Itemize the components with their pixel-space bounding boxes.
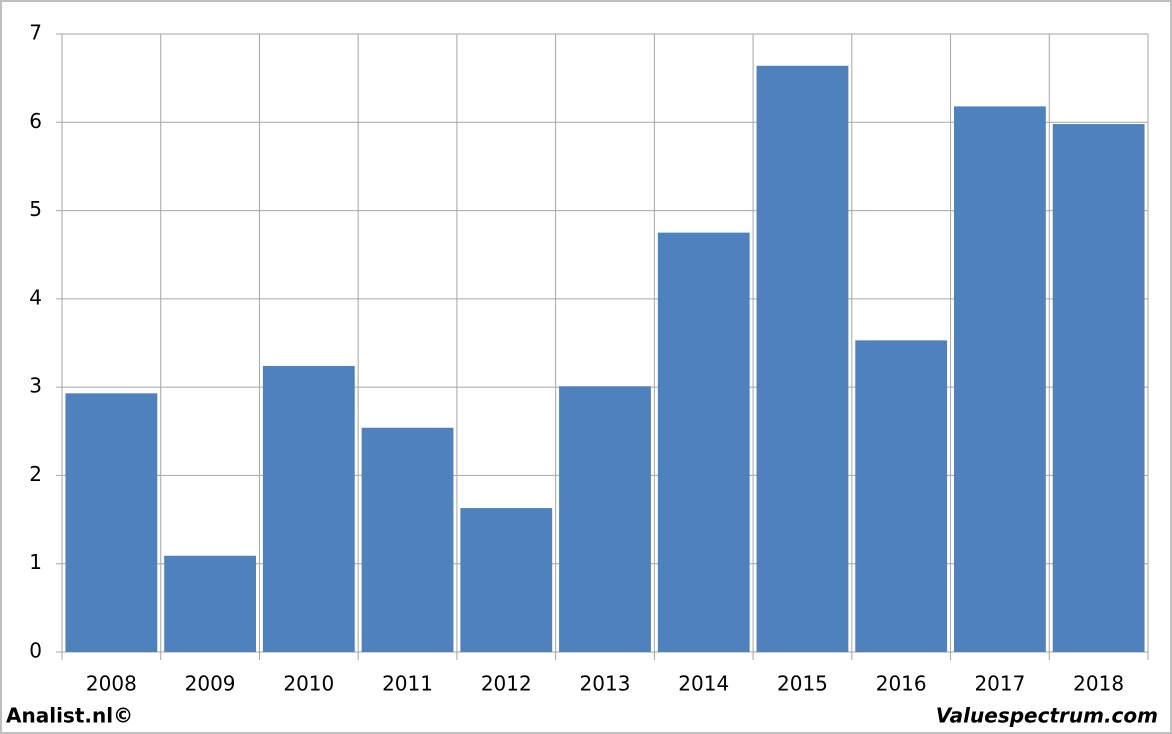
footer-right: Valuespectrum.com <box>936 704 1158 728</box>
x-tick-label: 2015 <box>777 672 828 696</box>
x-tick-label: 2018 <box>1073 672 1124 696</box>
bar <box>65 393 158 652</box>
bar <box>460 508 553 652</box>
x-tick-label: 2017 <box>974 672 1025 696</box>
y-tick-label: 5 <box>29 197 42 221</box>
bar <box>756 65 849 653</box>
y-tick-label: 2 <box>29 462 42 486</box>
bar <box>361 427 454 652</box>
x-tick-label: 2013 <box>580 672 631 696</box>
y-tick-label: 1 <box>29 550 42 574</box>
y-tick-label: 7 <box>29 21 42 45</box>
footer-left: Analist.nl© <box>6 704 133 728</box>
x-tick-label: 2008 <box>86 672 137 696</box>
x-tick-label: 2016 <box>876 672 927 696</box>
bar <box>1052 124 1145 652</box>
bar <box>855 340 948 652</box>
x-tick-label: 2014 <box>678 672 729 696</box>
bar <box>559 386 651 652</box>
y-tick-label: 4 <box>29 285 42 309</box>
bar <box>164 555 256 652</box>
bar <box>262 365 355 652</box>
x-tick-label: 2011 <box>382 672 433 696</box>
bar <box>954 106 1046 652</box>
x-tick-label: 2012 <box>481 672 532 696</box>
y-tick-label: 0 <box>29 639 42 663</box>
x-tick-label: 2010 <box>283 672 334 696</box>
x-tick-label: 2009 <box>185 672 236 696</box>
y-tick-label: 6 <box>29 109 42 133</box>
bar <box>657 232 750 652</box>
y-tick-label: 3 <box>29 374 42 398</box>
